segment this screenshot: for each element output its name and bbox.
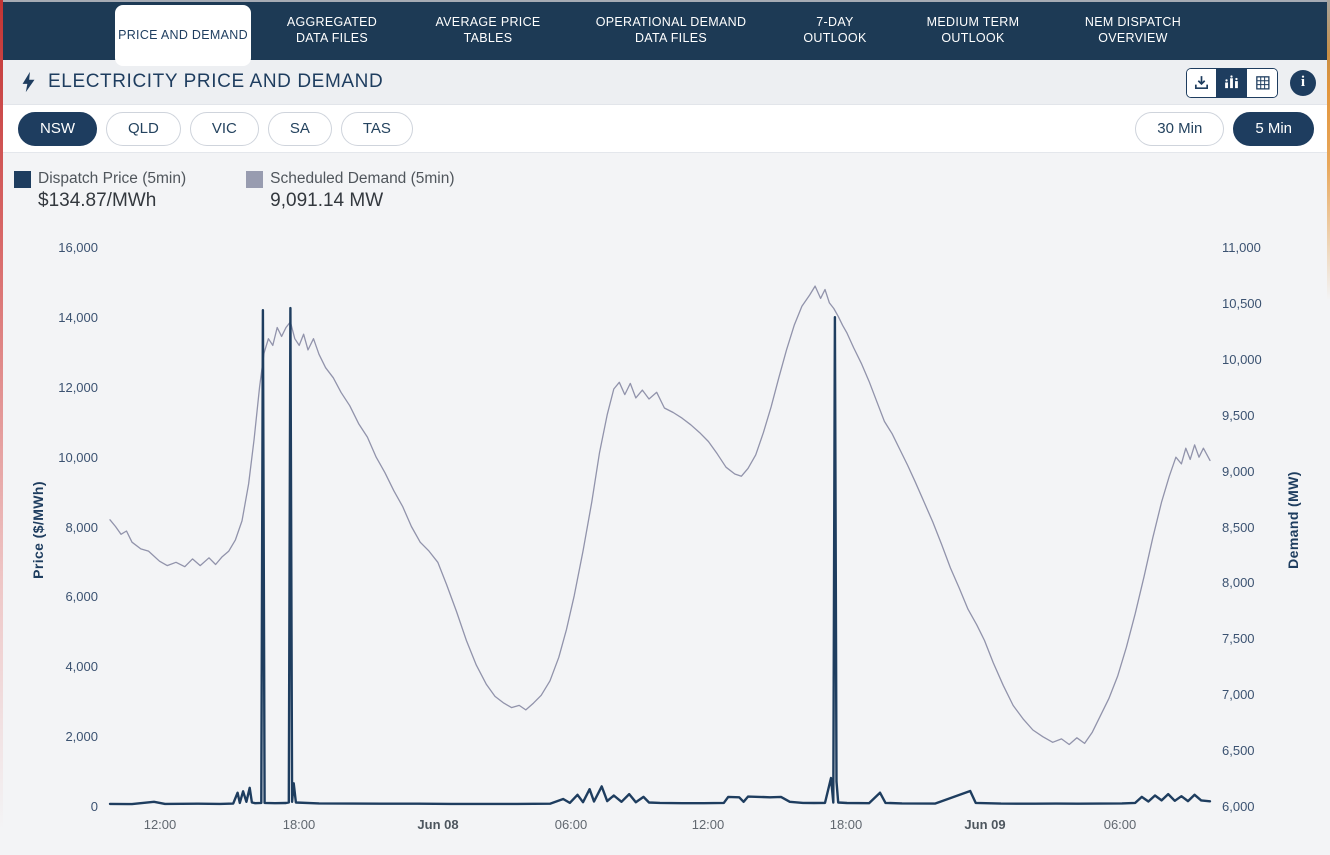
axis-tick-label: 4,000 xyxy=(65,659,98,674)
view-toggle-group xyxy=(1186,67,1278,98)
price-legend-swatch xyxy=(14,170,31,188)
axis-tick-label: 7,500 xyxy=(1222,631,1255,646)
lightning-bolt-icon xyxy=(22,71,35,93)
tab-price-and-demand[interactable]: PRICE AND DEMAND xyxy=(115,5,251,66)
plot-surface[interactable] xyxy=(110,247,1210,806)
axis-tick-label: 12:00 xyxy=(691,817,725,832)
price-legend-label: Dispatch Price (5min) xyxy=(38,170,187,187)
region-button-sa[interactable]: SA xyxy=(267,111,332,146)
interval-label: 5 Min xyxy=(1255,120,1292,137)
axis-tick-label: 12,000 xyxy=(58,380,98,395)
tab-label: PRICE AND DEMAND xyxy=(118,28,248,43)
region-label: NSW xyxy=(40,120,75,137)
demand-legend-swatch xyxy=(246,170,264,188)
chart-legend: Dispatch Price (5min) $134.87/MWh Schedu… xyxy=(14,170,455,212)
legend-dispatch-price: Dispatch Price (5min) $134.87/MWh xyxy=(14,170,186,212)
left-axis-ticks: 16,000 14,000 12,000 10,000 8,000 6,000 4,000 2… xyxy=(0,240,98,814)
axis-tick-label: 16,000 xyxy=(58,240,98,255)
right-axis-ticks: 11,000 10,500 10,000 9,500 9,000 8,500 8,000 7,… xyxy=(1222,240,1312,814)
download-button[interactable] xyxy=(1187,68,1217,97)
info-icon: i xyxy=(1300,74,1306,90)
axis-tick-label: 6,000 xyxy=(1222,799,1255,814)
tab-label: AGGREGATED DATA FILES xyxy=(286,14,378,45)
axis-tick-label: 6,000 xyxy=(65,589,98,604)
capture-edge-right xyxy=(1327,0,1330,300)
axis-tick-label: 2,000 xyxy=(65,729,98,744)
interval-button-5min[interactable]: 5 Min xyxy=(1233,111,1314,146)
axis-tick-label: 18:00 xyxy=(829,817,863,832)
legend-scheduled-demand: Scheduled Demand (5min) 9,091.14 MW xyxy=(246,170,455,212)
tab-medium-term-outlook[interactable]: MEDIUM TERM OUTLOOK xyxy=(908,0,1038,60)
chart-view-button[interactable] xyxy=(1217,68,1247,97)
price-demand-chart: Dispatch Price (5min) $134.87/MWh Schedu… xyxy=(0,153,1330,855)
price-current-value: $134.87/MWh xyxy=(38,190,157,211)
tab-7-day-outlook[interactable]: 7-DAY OUTLOOK xyxy=(790,0,880,60)
page-title: ELECTRICITY PRICE AND DEMAND xyxy=(48,71,384,92)
axis-tick-label: 14,000 xyxy=(58,310,98,325)
toolbar: NSW QLD VIC SA TAS 30 Min 5 Min xyxy=(0,105,1330,153)
region-button-vic[interactable]: VIC xyxy=(189,111,259,146)
tab-label: NEM DISPATCH OVERVIEW xyxy=(1084,14,1182,45)
axis-tick-label: 8,000 xyxy=(65,520,98,535)
axis-tick-label: 06:00 xyxy=(554,817,588,832)
tab-average-price-tables[interactable]: AVERAGE PRICE TABLES xyxy=(423,0,553,60)
tab-label: AVERAGE PRICE TABLES xyxy=(435,14,541,45)
axis-tick-label: 6,500 xyxy=(1222,743,1255,758)
axis-tick-label: 7,000 xyxy=(1222,687,1255,702)
axis-tick-label: 12:00 xyxy=(143,817,177,832)
capture-edge-top xyxy=(0,0,1330,2)
interval-label: 30 Min xyxy=(1157,120,1203,137)
x-axis-ticks: 12:00 18:00 Jun 08 06:00 12:00 18:00 Jun 09 06:… xyxy=(110,817,1210,837)
demand-legend-label: Scheduled Demand (5min) xyxy=(270,170,455,187)
chart-view-icon xyxy=(1225,75,1238,89)
tab-nem-dispatch-overview[interactable]: NEM DISPATCH OVERVIEW xyxy=(1063,0,1203,60)
axis-tick-label: 18:00 xyxy=(282,817,316,832)
axis-tick-label: 9,000 xyxy=(1222,464,1255,479)
series-price xyxy=(110,308,1210,804)
interval-selector: 30 Min 5 Min xyxy=(1126,111,1314,146)
download-icon xyxy=(1194,76,1209,90)
axis-tick-label: Jun 09 xyxy=(964,817,1006,832)
axis-tick-label: 10,000 xyxy=(58,450,98,465)
region-label: SA xyxy=(289,120,310,137)
axis-tick-label: 10,500 xyxy=(1222,296,1262,311)
region-button-nsw[interactable]: NSW xyxy=(18,111,97,146)
tab-operational-demand-data-files[interactable]: OPERATIONAL DEMAND DATA FILES xyxy=(581,0,761,60)
info-button[interactable]: i xyxy=(1290,69,1316,96)
tab-aggregated-data-files[interactable]: AGGREGATED DATA FILES xyxy=(272,0,392,60)
top-nav: PRICE AND DEMAND AGGREGATED DATA FILES A… xyxy=(0,0,1330,66)
axis-tick-label: 8,000 xyxy=(1222,575,1255,590)
region-label: TAS xyxy=(362,120,391,137)
region-selector: NSW QLD VIC SA TAS xyxy=(18,111,422,146)
tab-label: 7-DAY OUTLOOK xyxy=(803,14,867,45)
region-label: VIC xyxy=(211,120,237,137)
axis-tick-label: 8,500 xyxy=(1222,520,1255,535)
region-button-tas[interactable]: TAS xyxy=(340,111,413,146)
axis-tick-label: 11,000 xyxy=(1222,240,1261,255)
table-view-button[interactable] xyxy=(1247,68,1277,97)
chart-canvas xyxy=(110,247,1210,806)
table-view-icon xyxy=(1255,76,1270,90)
tab-label: MEDIUM TERM OUTLOOK xyxy=(926,14,1020,45)
capture-edge-left xyxy=(0,0,3,830)
interval-button-30min[interactable]: 30 Min xyxy=(1135,111,1225,146)
region-label: QLD xyxy=(128,120,159,137)
axis-tick-label: 9,500 xyxy=(1222,408,1255,423)
page-header: ELECTRICITY PRICE AND DEMAND xyxy=(0,60,1330,105)
axis-tick-label: Jun 08 xyxy=(417,817,459,832)
series-demand xyxy=(110,286,1210,744)
demand-current-value: 9,091.14 MW xyxy=(270,190,384,211)
axis-tick-label: 06:00 xyxy=(1103,817,1137,832)
tab-label: OPERATIONAL DEMAND DATA FILES xyxy=(595,14,747,45)
axis-tick-label: 10,000 xyxy=(1222,352,1262,367)
axis-tick-label: 0 xyxy=(90,799,98,814)
region-button-qld[interactable]: QLD xyxy=(106,111,181,146)
